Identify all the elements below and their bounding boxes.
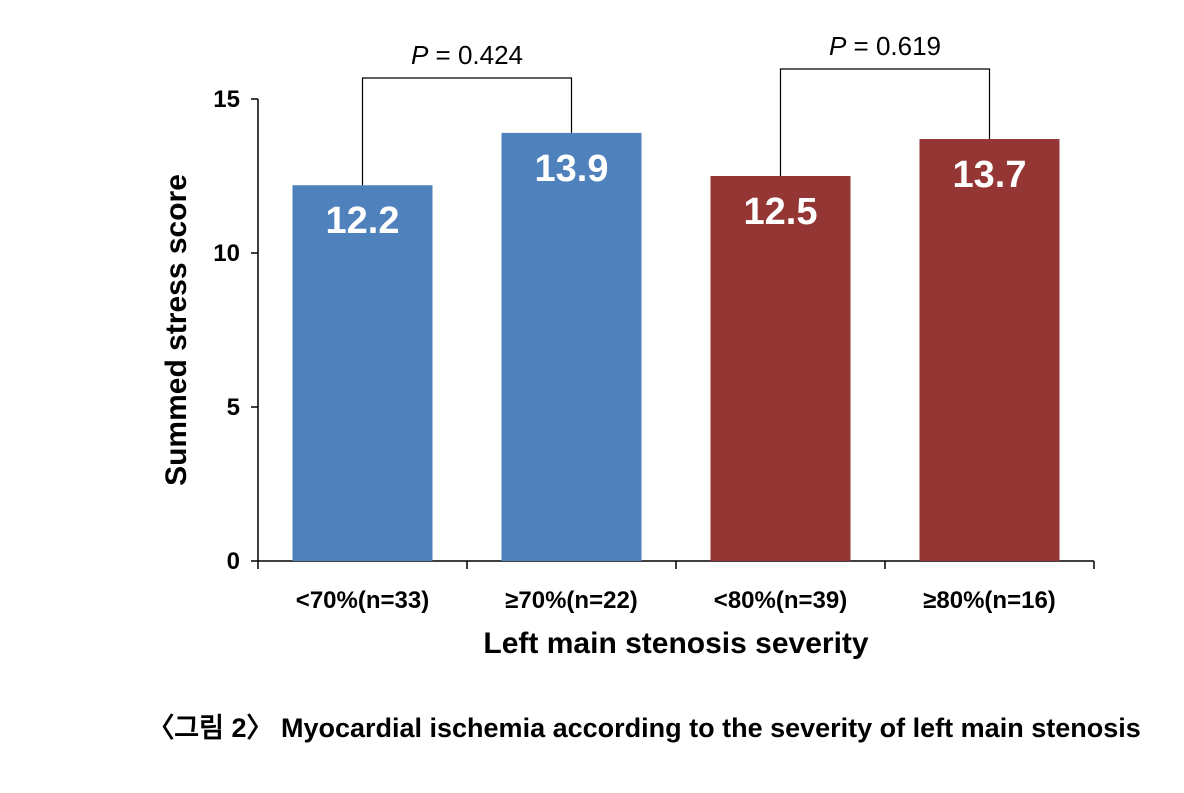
p-value: = 0.619: [846, 31, 941, 61]
y-axis-label: Summed stress score: [160, 174, 193, 486]
significance-bracket: [361, 77, 573, 186]
x-axis-label: Left main stenosis severity: [483, 627, 868, 660]
x-tick-label: <80%(n=39): [714, 587, 847, 614]
data-label: 12.5: [744, 191, 818, 233]
p-value-annotation: P = 0.619: [829, 31, 941, 61]
significance-bracket: [779, 68, 991, 176]
x-tick-label: <70%(n=33): [296, 587, 429, 614]
y-tick-label: 5: [227, 394, 240, 421]
p-label: P: [411, 40, 429, 70]
p-label: P: [829, 31, 847, 61]
bar-3: [710, 176, 851, 561]
y-tick-label: 0: [227, 548, 240, 575]
data-label: 13.7: [953, 154, 1027, 196]
y-tick-label: 10: [213, 240, 240, 267]
x-tick-label: ≥70%(n=22): [505, 587, 638, 614]
p-value-annotation: P = 0.424: [411, 40, 523, 70]
figure-caption: 〈그림 2〉 Myocardial ischemia according to …: [147, 713, 1140, 743]
data-label: 13.9: [535, 148, 609, 190]
p-value: = 0.424: [428, 40, 523, 70]
y-tick-label: 15: [213, 86, 240, 113]
x-tick-label: ≥80%(n=16): [923, 587, 1056, 614]
data-label: 12.2: [326, 200, 400, 242]
bar-1: [292, 185, 433, 562]
bar-2: [501, 132, 642, 561]
bar-4: [919, 139, 1060, 562]
